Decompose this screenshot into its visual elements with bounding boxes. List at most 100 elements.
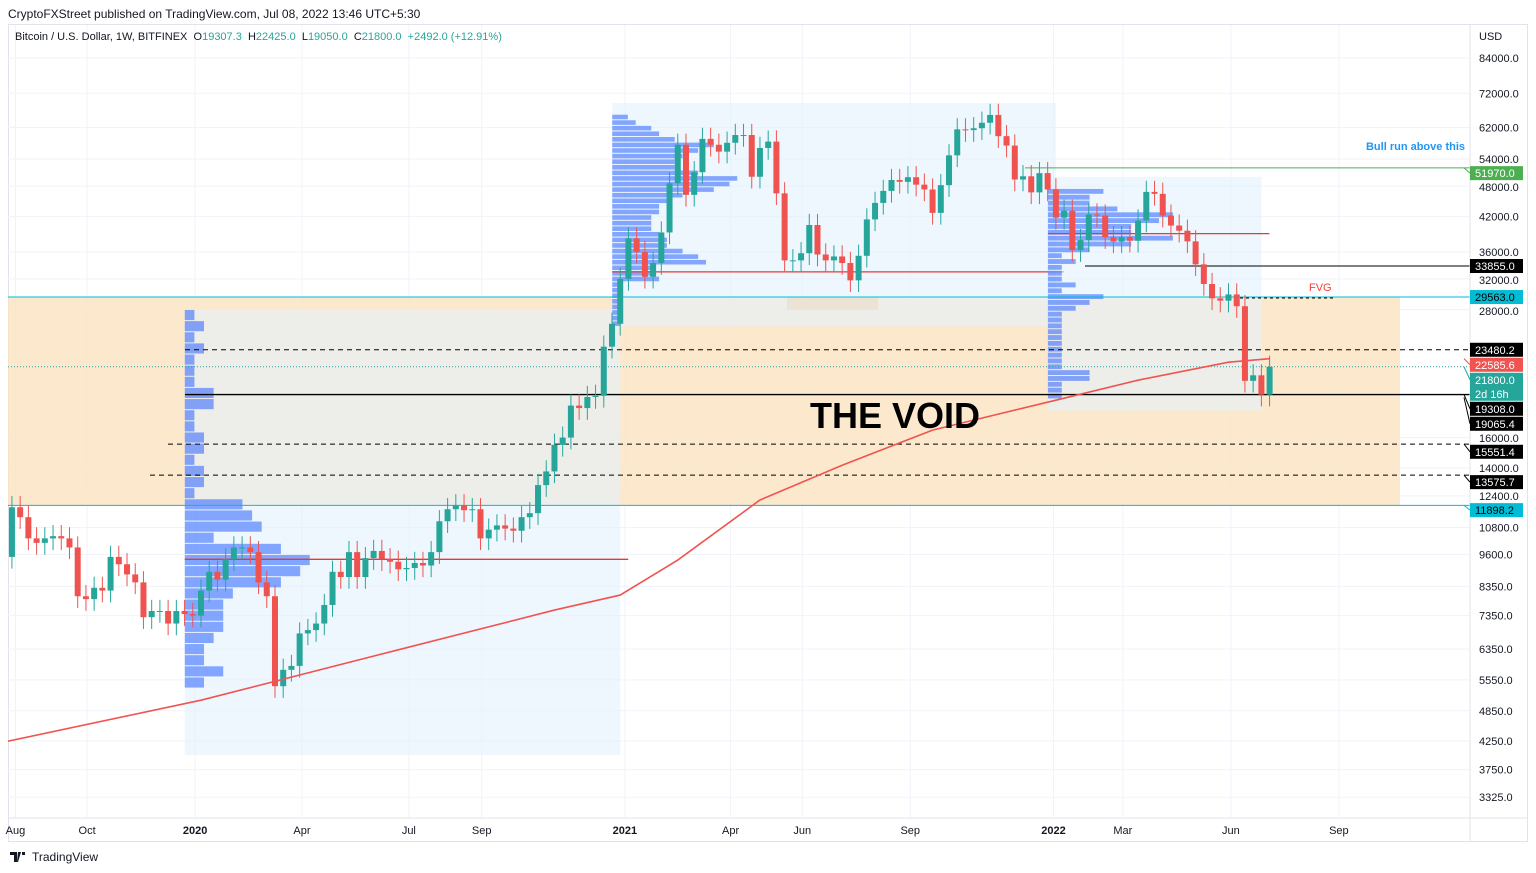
- price-tick: 7350.0: [1479, 611, 1513, 623]
- candle-body: [526, 513, 533, 518]
- price-label-box: [1470, 166, 1523, 181]
- price-label-box: [1470, 475, 1523, 490]
- candle-body: [650, 263, 657, 277]
- price-label: 19065.4: [1475, 419, 1515, 431]
- volume-profile-bar: [1047, 340, 1062, 346]
- candle-body: [214, 571, 221, 580]
- candle-body: [66, 538, 73, 548]
- publisher-line: CryptoFXStreet published on TradingView.…: [8, 7, 421, 21]
- volume-profile-bar: [612, 315, 621, 321]
- volume-profile-bar: [1047, 253, 1062, 259]
- volume-profile-bar: [184, 644, 205, 655]
- volume-profile-bar: [184, 621, 224, 632]
- volume-profile-bar: [612, 248, 683, 254]
- volume-profile-bar: [1047, 241, 1132, 247]
- candle-body: [880, 190, 887, 203]
- volume-profile-bar: [612, 287, 621, 293]
- volume-profile-bar: [184, 566, 301, 577]
- volume-profile-bar: [184, 532, 214, 543]
- candle-body: [551, 444, 558, 472]
- candle-body: [263, 582, 270, 597]
- candle-body: [863, 219, 870, 256]
- price-label-connector: [1463, 443, 1471, 453]
- candle-body: [888, 179, 895, 191]
- candle-body: [830, 256, 837, 261]
- time-tick: Sep: [472, 825, 492, 837]
- candle-body: [115, 556, 122, 565]
- volume-profile-bar: [1047, 376, 1090, 381]
- candle-body: [510, 528, 517, 531]
- tradingview-brand[interactable]: TradingView: [10, 850, 98, 864]
- price-tick: 84000.0: [1479, 53, 1519, 65]
- price-tick: 14000.0: [1479, 463, 1519, 475]
- candle-body: [995, 114, 1002, 137]
- candle-body: [773, 141, 780, 194]
- volume-profile-bar: [184, 343, 205, 354]
- currency-label: USD: [1479, 31, 1502, 43]
- candle-body: [732, 135, 739, 143]
- candle-body: [378, 550, 385, 560]
- price-label-connector: [1463, 167, 1471, 174]
- price-tick: 28000.0: [1479, 306, 1519, 318]
- price-label-box: [1470, 444, 1523, 459]
- candle-body: [1061, 210, 1068, 218]
- candle-body: [567, 405, 574, 438]
- candle-body: [362, 558, 369, 578]
- candle-body: [296, 633, 303, 666]
- candle-body: [1126, 237, 1133, 241]
- volume-profile-bar: [1047, 311, 1062, 317]
- price-tick: 62000.0: [1479, 123, 1519, 135]
- open-value: 19307.3: [202, 31, 242, 43]
- candle-body: [847, 263, 854, 281]
- price-label: 22585.6: [1475, 360, 1515, 372]
- candle-body: [189, 614, 196, 616]
- volume-profile-bar: [184, 454, 195, 465]
- fvg-label: FVG: [1309, 282, 1332, 294]
- candle-body: [798, 253, 805, 261]
- time-tick: Sep: [1329, 825, 1349, 837]
- volume-profile-bar: [184, 554, 310, 566]
- volume-profile-bar: [184, 376, 195, 387]
- candle-body: [724, 142, 731, 152]
- candle-body: [247, 547, 254, 553]
- candle-body: [1184, 230, 1191, 242]
- volume-profile-bar: [184, 632, 214, 644]
- price-label-connector: [1463, 394, 1471, 409]
- candle-body: [485, 529, 492, 539]
- candle-body: [148, 611, 155, 618]
- candle-body: [1192, 241, 1199, 265]
- price-label-box: [1470, 259, 1523, 274]
- volume-profile-bar: [1047, 259, 1076, 264]
- candle-body: [239, 547, 246, 549]
- candle-body: [609, 323, 615, 347]
- candle-body: [1151, 191, 1158, 194]
- price-tick: 9600.0: [1479, 549, 1513, 561]
- candle-body: [25, 517, 32, 539]
- volume-profile-bar: [184, 321, 205, 332]
- candle-body: [156, 611, 163, 613]
- candle-body: [913, 177, 920, 185]
- price-label-connector: [1463, 366, 1471, 380]
- volume-profile-bar: [184, 677, 205, 688]
- high-label: H: [247, 31, 256, 43]
- volume-profile-bar: [612, 114, 628, 120]
- volume-profile-bar: [1047, 381, 1062, 387]
- volume-profile-bar: [612, 170, 699, 176]
- candle-body: [91, 587, 98, 600]
- volume-profile-bar: [612, 164, 675, 170]
- time-tick: Oct: [79, 825, 96, 837]
- price-tick: 54000.0: [1479, 154, 1519, 166]
- time-tick: Apr: [293, 825, 310, 837]
- candle-body: [288, 665, 295, 670]
- candle-body: [82, 596, 89, 600]
- price-tick: 10800.0: [1479, 523, 1519, 535]
- change-value: +2492.0 (+12.91%): [407, 31, 502, 43]
- candle-body: [124, 564, 131, 575]
- price-tick: 48000.0: [1479, 182, 1519, 194]
- profile-range-box: [612, 103, 1056, 327]
- candle-body: [1118, 237, 1125, 242]
- candle-body: [756, 147, 763, 177]
- volume-profile-bar: [184, 309, 195, 321]
- volume-profile-bar: [184, 655, 205, 666]
